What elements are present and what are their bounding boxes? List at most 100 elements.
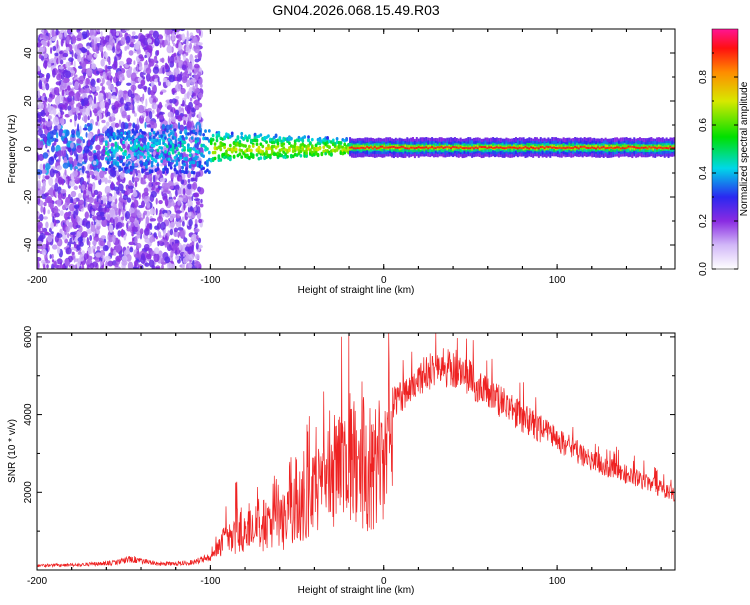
spectrogram-cell [356,144,359,149]
spectrogram-cell [370,146,373,149]
spectrogram-cell [51,263,55,269]
spectrogram-cell [179,137,183,142]
spectrogram-cell [146,238,149,244]
spectrogram-cell [45,259,51,264]
spectrogram-cell [44,96,48,101]
spectrogram-cell [91,63,97,70]
spectrogram-cell [423,146,426,149]
spectrogram-cell [185,156,188,161]
spectrogram-cell [629,145,632,148]
spectrogram-cell [194,55,198,59]
spectrogram-cell [78,199,85,206]
spectrogram-cell [120,133,124,138]
spectrogram-cell [76,138,82,144]
spectrogram-cell [77,123,80,132]
spectrogram-cell [473,144,476,150]
spectrogram-cell [117,230,122,237]
spectrogram-cell [180,87,186,95]
spectrogram-cell [587,147,590,149]
spectrogram-cell [97,121,100,127]
spectrogram-cell [110,142,115,148]
spectrogram-cell [181,33,186,43]
spectrogram-cell [183,187,186,196]
spectrogram-cell [391,145,394,148]
spectrogram-cell [152,143,156,148]
spectrogram-cell [131,237,134,243]
spectrogram-cell [77,251,82,255]
spectrogram-cell [79,105,84,110]
spectrogram-cell [124,149,127,154]
spectrogram-cell [606,147,609,149]
spectrogram-cell [99,170,105,179]
spectrogram-cell [255,142,259,146]
spectrogram-cell [102,110,105,114]
spectrogram-cell [96,115,100,123]
spectrogram-cell [82,127,88,131]
spectrogram-cell [200,198,203,204]
spectrogram-cell [96,195,99,203]
spectrogram-cell [516,147,519,150]
spectrogram-cell [131,31,136,36]
spectrogram-cell [129,103,134,111]
spectrogram-cell [574,145,577,148]
spectrogram-cell [160,159,164,164]
spectrogram-cell [158,138,162,143]
spectrogram-cell [595,147,598,150]
spectrogram-cell [55,190,58,198]
spectrogram-cell [526,146,529,149]
spectrogram-cell [118,60,125,66]
spectrogram-cell [396,146,399,149]
spectrogram-cell [394,146,397,149]
spectrogram-cell [91,245,97,250]
spectrogram-cell [151,265,156,269]
spectrogram-cell [182,220,185,227]
spectrogram-cell [103,92,107,101]
spectrogram-cell [78,83,81,91]
spectrogram-cell [130,212,137,217]
spectrogram-cell [170,159,175,163]
spectrogram-cell [60,117,65,126]
spectrogram-cell [159,209,162,215]
spectrogram-cell [198,237,202,244]
spectrogram-cell [142,194,145,199]
spectrogram-cell [669,145,672,148]
spectrogram-cell [51,29,55,38]
spectrogram-cell [161,123,166,130]
colorbar-gradient [711,28,739,270]
spectrogram-cell [635,146,638,149]
spectrogram-cell [125,69,132,75]
spectrogram-cell [192,79,197,83]
spectrogram-cell [76,37,82,42]
spectrogram-cell [63,137,68,144]
spectrogram-cell [57,124,62,130]
spectrogram-cell [406,144,409,150]
spectrogram-cell [562,146,565,149]
spectrogram-cell [545,145,548,150]
spectrogram-cell [182,53,187,61]
spectrogram-cell [648,145,651,148]
y-tick-label: 6000 [23,325,34,348]
spectrogram-cell [164,198,169,207]
spectrogram-cell [59,106,63,113]
spectrogram-cell [572,147,575,149]
spectrogram-cell [427,145,430,150]
spectrogram-cell [118,73,125,81]
spectrogram-cell [162,66,165,75]
spectrogram-cell [145,73,151,82]
spectrogram-cell [408,145,411,150]
spectrogram-cell [37,249,41,254]
spectrogram-cell [54,177,59,185]
spectrogram-cell [652,146,655,151]
spectrogram-cell [505,147,508,150]
spectrogram-cell [92,185,95,194]
spectrogram-cell [116,161,120,165]
spectrogram-cell [137,140,141,145]
spectrogram-cell [143,174,147,179]
spectrogram-cell [151,85,157,92]
spectrogram-cell [667,145,670,150]
spectrogram-cell [195,29,201,34]
spectrogram-cell [62,79,68,83]
spectrogram-cell [293,142,297,146]
spectrogram-cell [149,236,154,243]
spectrogram-cell [132,190,138,198]
